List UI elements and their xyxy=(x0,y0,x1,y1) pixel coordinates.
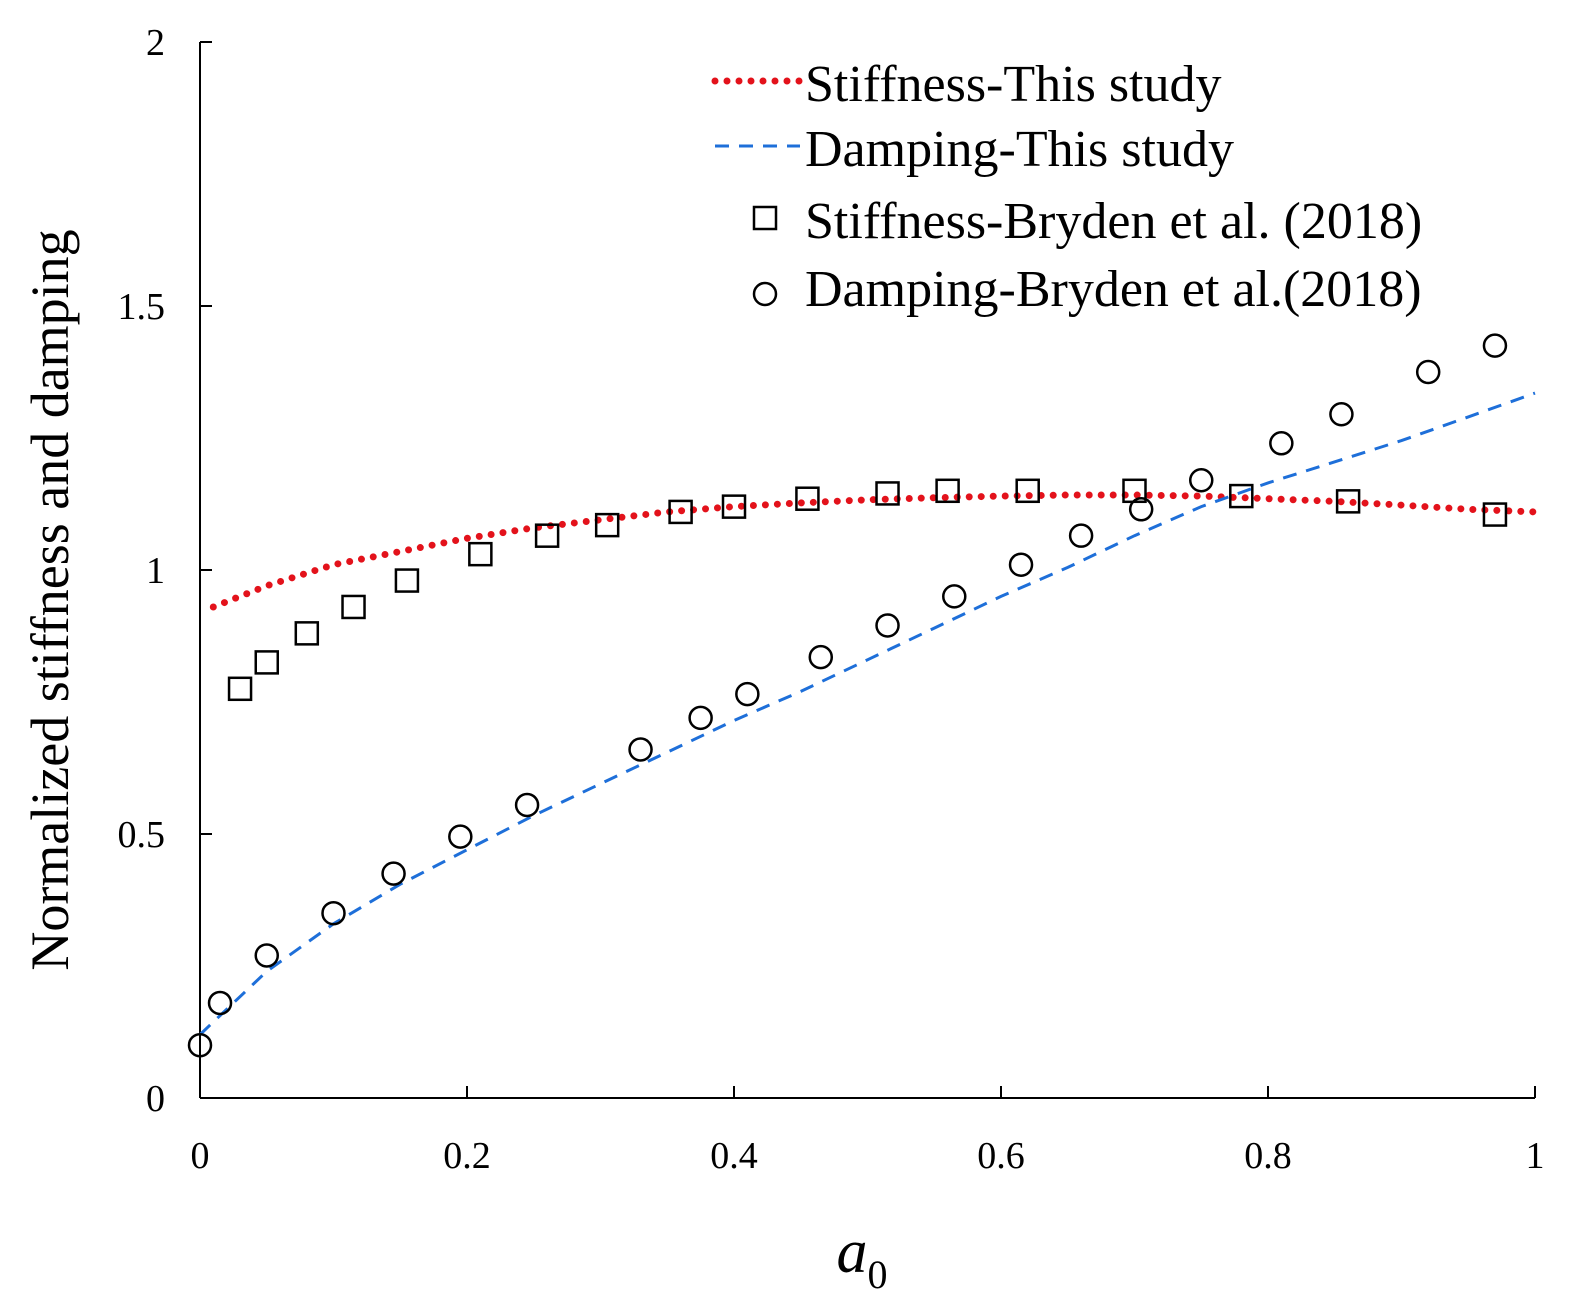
x-axis-title-subscript: 0 xyxy=(868,1252,888,1297)
series-2 xyxy=(198,391,1536,1036)
series-3 xyxy=(227,478,1508,702)
legend: Stiffness-This study Damping-This study St… xyxy=(711,56,1422,318)
square-marker xyxy=(294,621,320,646)
circle-marker xyxy=(1008,552,1034,577)
circle-marker xyxy=(1415,359,1441,385)
circle-marker xyxy=(448,824,473,849)
square-marker xyxy=(594,512,620,538)
square-marker xyxy=(394,568,420,593)
square-marker xyxy=(668,499,693,525)
square-marker xyxy=(1015,478,1040,504)
square-marker xyxy=(1482,502,1508,527)
square-marker xyxy=(1335,489,1361,514)
x-tick-label: 0.2 xyxy=(443,1135,491,1177)
series-1 xyxy=(209,491,1539,611)
x-tick-label: 1 xyxy=(1526,1135,1545,1177)
circle-marker xyxy=(207,990,233,1016)
square-marker xyxy=(935,478,960,504)
circle-marker xyxy=(735,681,760,707)
ticks: 0 0.2 0.4 0.6 0.8 1 0 0.5 1 1.5 2 xyxy=(118,22,1545,1177)
square-marker xyxy=(534,523,560,548)
stiffness-line xyxy=(209,491,1539,611)
x-axis-title-main: a xyxy=(837,1218,868,1286)
circle-marker xyxy=(1068,523,1094,548)
legend-label-3: Stiffness-Bryden et al. (2018) xyxy=(805,193,1422,250)
circle-marker xyxy=(942,584,967,609)
series-layer xyxy=(187,333,1539,1058)
circle-marker xyxy=(321,900,346,926)
circle-marker xyxy=(1269,431,1294,456)
square-marker xyxy=(227,676,253,702)
y-tick-label: 0.5 xyxy=(118,814,166,856)
circle-marker xyxy=(688,705,713,731)
circle-marker xyxy=(187,1032,213,1058)
y-axis-title: Normalized stiffness and damping xyxy=(20,229,80,970)
y-tick-label: 1 xyxy=(146,550,165,592)
y-tick-label: 1.5 xyxy=(118,286,166,328)
x-tick-label: 0 xyxy=(191,1135,210,1177)
circle-marker xyxy=(808,644,834,670)
legend-swatch-4 xyxy=(752,281,778,307)
x-tick-label: 0.4 xyxy=(710,1135,758,1177)
square-marker xyxy=(341,594,366,620)
legend-label-2: Damping-This study xyxy=(805,121,1234,178)
circle-marker xyxy=(1189,467,1214,493)
damping-line xyxy=(198,391,1536,1036)
circle-marker xyxy=(875,613,900,638)
square-marker xyxy=(795,486,820,511)
square-marker xyxy=(254,650,279,675)
y-tick-label: 0 xyxy=(146,1078,165,1120)
circle-marker xyxy=(628,737,653,762)
y-tick-label: 2 xyxy=(146,22,165,64)
square-marker xyxy=(721,494,747,519)
circle-marker xyxy=(1128,497,1154,522)
x-axis-title: a0 xyxy=(837,1218,888,1297)
x-tick-label: 0.6 xyxy=(977,1135,1025,1177)
circle-marker xyxy=(1482,333,1508,358)
legend-label-1: Stiffness-This study xyxy=(805,56,1222,113)
square-marker xyxy=(468,541,493,567)
circle-marker xyxy=(514,792,540,818)
square-marker xyxy=(875,481,900,506)
series-4 xyxy=(187,333,1508,1058)
circle-marker xyxy=(381,861,406,886)
x-tick-label: 0.8 xyxy=(1244,1135,1292,1177)
legend-label-4: Damping-Bryden et al.(2018) xyxy=(805,261,1422,318)
legend-swatch-3 xyxy=(752,205,778,231)
square-marker xyxy=(1229,483,1254,509)
circle-marker xyxy=(1329,401,1354,427)
circle-marker xyxy=(254,943,279,968)
